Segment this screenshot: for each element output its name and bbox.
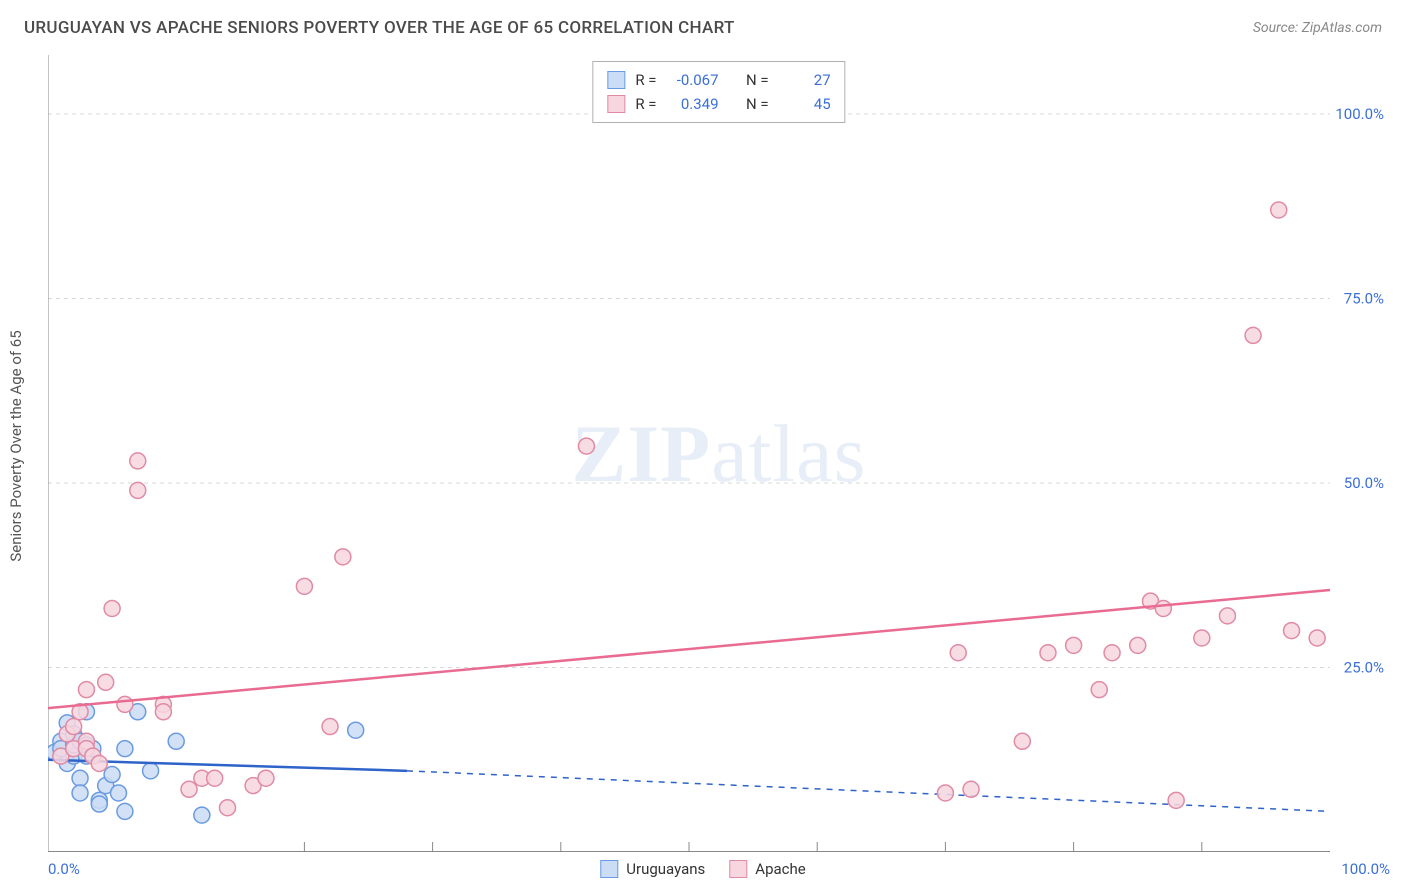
data-point: [155, 704, 171, 720]
legend-swatch: [729, 860, 747, 878]
legend-item: Uruguayans: [600, 860, 705, 878]
r-label: R =: [635, 68, 656, 92]
data-point: [91, 755, 107, 771]
data-point: [258, 770, 274, 786]
legend-swatch: [607, 71, 625, 89]
data-point: [1309, 630, 1325, 646]
data-point: [91, 796, 107, 812]
r-label: R =: [635, 92, 656, 116]
legend-swatch: [600, 860, 618, 878]
data-point: [1104, 645, 1120, 661]
data-point: [950, 645, 966, 661]
n-label: N =: [746, 92, 769, 116]
data-point: [117, 696, 133, 712]
series-legend: Uruguayans Apache: [600, 860, 805, 878]
data-point: [322, 719, 338, 735]
data-point: [72, 770, 88, 786]
data-point: [1130, 637, 1146, 653]
data-point: [168, 733, 184, 749]
x-axis-tick-max: 100.0%: [1341, 860, 1390, 878]
y-tick-label: 50.0%: [1344, 474, 1384, 492]
x-axis-tick-min: 0.0%: [48, 860, 80, 878]
n-label: N =: [746, 68, 769, 92]
data-point: [72, 785, 88, 801]
data-point: [219, 800, 235, 816]
n-value: 45: [779, 92, 831, 116]
data-point: [963, 781, 979, 797]
data-point: [348, 722, 364, 738]
chart-area: ZIPatlas 25.0%50.0%75.0%100.0% R =-0.067…: [48, 55, 1390, 852]
data-point: [296, 578, 312, 594]
data-point: [104, 600, 120, 616]
data-point: [111, 785, 127, 801]
regression-line-extrapolated: [407, 771, 1330, 812]
y-tick-label: 75.0%: [1344, 290, 1384, 308]
data-point: [335, 549, 351, 565]
stats-legend-row: R = 0.349 N = 45: [607, 92, 830, 116]
legend-swatch: [607, 95, 625, 113]
scatter-plot: 25.0% 50.0% 75.0% 100.0%: [48, 55, 1390, 852]
data-point: [578, 438, 594, 454]
legend-item: Apache: [729, 860, 805, 878]
data-point: [1284, 623, 1300, 639]
data-point: [1091, 682, 1107, 698]
chart-title: URUGUAYAN VS APACHE SENIORS POVERTY OVER…: [24, 18, 735, 38]
data-point: [1271, 202, 1287, 218]
data-point: [1014, 733, 1030, 749]
data-point: [130, 453, 146, 469]
r-value: 0.349: [667, 92, 719, 116]
data-point: [104, 767, 120, 783]
data-point: [1168, 792, 1184, 808]
data-point: [117, 741, 133, 757]
data-point: [1194, 630, 1210, 646]
y-tick-label: 100.0%: [1335, 105, 1384, 123]
r-value: -0.067: [667, 68, 719, 92]
data-point: [66, 719, 82, 735]
data-point: [181, 781, 197, 797]
legend-label: Apache: [755, 860, 805, 878]
data-point: [78, 682, 94, 698]
data-point: [143, 763, 159, 779]
stats-legend: R = -0.067 N = 27 R = 0.349 N = 45: [592, 61, 845, 123]
data-point: [98, 674, 114, 690]
data-point: [1155, 600, 1171, 616]
data-point: [130, 482, 146, 498]
data-point: [117, 803, 133, 819]
y-axis-label: Seniors Poverty Over the Age of 65: [7, 330, 25, 561]
n-value: 27: [779, 68, 831, 92]
data-point: [194, 807, 210, 823]
legend-label: Uruguayans: [626, 860, 705, 878]
data-point: [1245, 327, 1261, 343]
y-tick-label: 25.0%: [1344, 659, 1384, 677]
source-attribution: Source: ZipAtlas.com: [1253, 20, 1382, 36]
data-point: [207, 770, 223, 786]
data-point: [1066, 637, 1082, 653]
data-point: [1040, 645, 1056, 661]
stats-legend-row: R = -0.067 N = 27: [607, 68, 830, 92]
data-point: [937, 785, 953, 801]
data-point: [1219, 608, 1235, 624]
